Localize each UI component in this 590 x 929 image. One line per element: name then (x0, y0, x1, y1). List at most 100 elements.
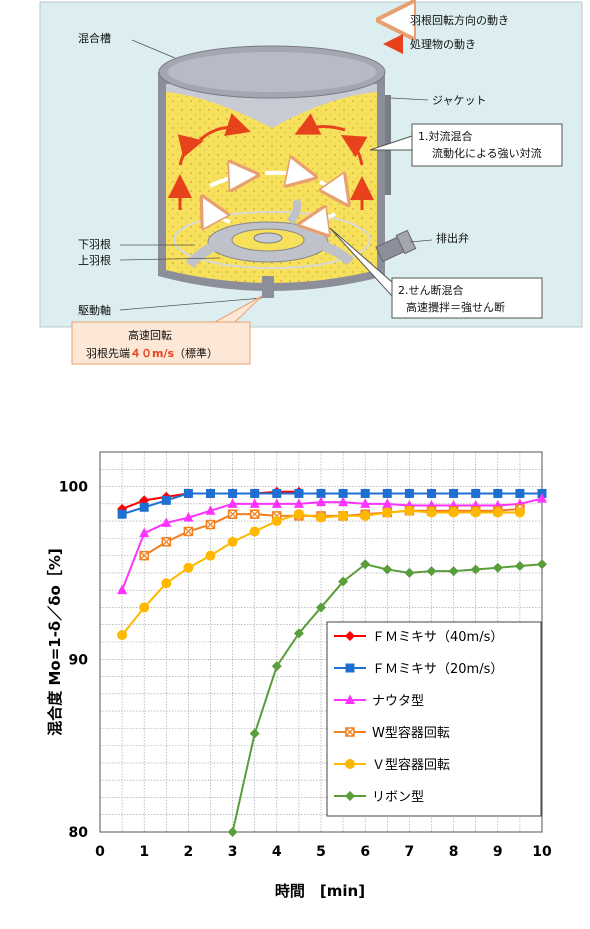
data-point (316, 496, 326, 507)
data-point (250, 488, 260, 498)
data-point (404, 567, 415, 578)
high-speed-suffix: （標準） (174, 346, 218, 360)
convection-title: 1.対流混合 (418, 129, 473, 143)
label-upper-blade: 上羽根 (78, 253, 111, 267)
x-tick-label: 10 (532, 844, 552, 860)
data-point (448, 507, 459, 518)
data-point (492, 562, 503, 573)
data-point (293, 509, 304, 520)
data-point (382, 498, 393, 508)
callout-convection: 1.対流混合 流動化による強い対流 (369, 123, 563, 167)
series-1 (117, 488, 547, 519)
marker-cross (206, 520, 215, 530)
label-drive-shaft: 駆動軸 (78, 303, 111, 317)
mixing-degree-chart: 0 1 2 3 4 5 6 7 8 9 10 80 90 100 時間 [min] 混合度 Mo=1-δ／… (46, 451, 552, 900)
legend-blade-motion: 羽根回転方向の動き (410, 13, 509, 27)
data-point (382, 507, 393, 518)
data-point (161, 495, 171, 505)
data-point (537, 493, 547, 503)
data-point (227, 827, 238, 837)
data-point (360, 510, 371, 521)
marker-cross (228, 509, 238, 519)
data-point (470, 564, 481, 575)
legend-label: リボン型 (372, 790, 424, 805)
legend-entry: ナウタ型 (334, 694, 424, 709)
data-point (382, 564, 393, 575)
data-point (426, 566, 437, 577)
high-speed-prefix: 羽根先端 (86, 346, 130, 360)
data-point (117, 630, 128, 641)
series-2 (117, 493, 547, 595)
data-point (117, 584, 128, 595)
material-flow-arrows (168, 113, 374, 210)
y-tick-label: 80 (69, 825, 89, 841)
data-point (205, 519, 216, 530)
plot-area (99, 451, 543, 833)
x-tick-label: 9 (493, 844, 503, 860)
data-point (271, 498, 282, 508)
data-point (493, 488, 503, 498)
data-point (427, 488, 436, 498)
data-point (139, 602, 150, 613)
data-point (139, 502, 149, 512)
chart-series (117, 486, 547, 837)
data-point (515, 488, 525, 498)
y-tick-label: 100 (59, 480, 88, 496)
data-point (338, 496, 349, 507)
marker-cross (250, 509, 260, 519)
data-point (471, 488, 481, 498)
legend-marker (345, 631, 355, 641)
x-tick-label: 0 (95, 844, 105, 860)
data-point (249, 728, 260, 739)
data-point (139, 550, 149, 561)
legend-entry: ＦＭミキサ（40m/s） (334, 630, 503, 645)
x-tick-label: 4 (272, 844, 282, 860)
data-point (449, 488, 459, 498)
legend-label: ＦＭミキサ（40m/s） (372, 630, 503, 645)
data-point (227, 509, 238, 519)
legend-entry: W型容器回転 (334, 725, 450, 741)
data-point (316, 488, 326, 498)
data-point (206, 488, 215, 498)
legend-marker (345, 663, 355, 673)
data-point (249, 526, 260, 537)
callout-shear: 2.せん断混合 高速攪拌＝強せん断 (329, 227, 543, 319)
data-point (271, 516, 282, 527)
data-point (161, 517, 172, 527)
y-axis-label: 混合度 Mo=1-δ／δo［%] (46, 548, 64, 736)
data-point (514, 507, 525, 518)
legend-label: ＦＭミキサ（20m/s） (372, 662, 503, 677)
legend-marker (345, 759, 355, 769)
legend-entry: Ｖ型容器回転 (334, 757, 450, 773)
data-point (227, 498, 238, 508)
chart-legend: ＦＭミキサ（40m/s） ＦＭミキサ（20m/s） ナウタ型 W型容器回転 Ｖ型容器回転… (326, 621, 542, 817)
convection-desc: 流動化による強い対流 (432, 146, 542, 160)
x-tick-label: 3 (228, 844, 238, 860)
data-point (338, 510, 349, 521)
data-point (271, 661, 282, 672)
data-point (404, 488, 414, 498)
x-tick-label: 7 (405, 844, 415, 860)
chart-ticks: 0 1 2 3 4 5 6 7 8 9 10 80 90 100 (59, 480, 552, 860)
data-point (249, 509, 260, 519)
data-point (360, 559, 371, 570)
data-point (382, 488, 392, 498)
legend-entry: リボン型 (334, 790, 424, 805)
series-4 (117, 505, 525, 641)
data-point (293, 498, 304, 508)
data-point (294, 488, 304, 498)
x-tick-label: 2 (184, 844, 194, 860)
data-point (470, 507, 481, 518)
data-point (249, 498, 260, 508)
data-point (492, 507, 503, 518)
data-point (139, 495, 150, 506)
data-point (514, 561, 525, 571)
data-point (293, 628, 304, 639)
label-mixing-tank: 混合槽 (78, 31, 111, 45)
high-speed-desc: 羽根先端４０m/s（標準） (86, 346, 218, 360)
high-speed-title: 高速回転 (128, 328, 172, 342)
legend-label: ナウタ型 (372, 694, 424, 709)
data-point (404, 505, 415, 516)
data-point (161, 537, 172, 547)
marker-cross (161, 537, 171, 547)
